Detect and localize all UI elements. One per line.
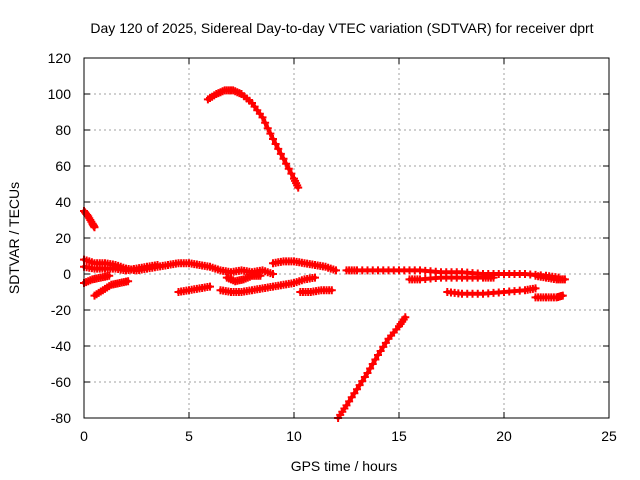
y-tick-label: 60 <box>55 158 71 174</box>
data-point <box>311 273 319 282</box>
data-point <box>284 164 293 173</box>
data-point <box>374 351 382 359</box>
data-point <box>381 338 390 347</box>
data-point <box>258 113 267 122</box>
x-tick-label: 20 <box>496 428 512 444</box>
data-point <box>363 369 372 377</box>
data-point <box>376 346 385 355</box>
data-point <box>282 159 291 168</box>
data-point <box>274 144 283 153</box>
x-tick-label: 25 <box>601 428 617 444</box>
y-tick-label: 20 <box>55 230 71 246</box>
x-tick-label: 5 <box>185 428 193 444</box>
data-point <box>263 124 272 133</box>
data-point <box>206 282 214 291</box>
data-point <box>371 355 380 364</box>
y-tick-labels: -80 -60 -40 -20 0 20 40 60 80 100 120 <box>48 50 72 426</box>
data-point <box>276 149 285 158</box>
x-tick-label: 10 <box>286 428 302 444</box>
y-tick-label: 100 <box>48 86 72 102</box>
y-tick-label: -40 <box>51 338 71 354</box>
data-point <box>347 393 356 402</box>
y-axis-label: SDTVAR / TECUs <box>6 182 22 294</box>
chart-title: Day 120 of 2025, Sidereal Day-to-day VTE… <box>90 20 593 36</box>
data-point <box>124 277 133 286</box>
data-point <box>368 360 377 368</box>
data-point <box>401 313 410 322</box>
data-point <box>269 135 277 143</box>
grid-lines <box>84 58 609 418</box>
data-point <box>489 273 498 282</box>
data-point <box>366 364 375 373</box>
y-tick-label: -80 <box>51 410 71 426</box>
x-axis-label: GPS time / hours <box>291 458 398 474</box>
data-point <box>353 385 361 394</box>
y-tick-label: 120 <box>48 50 72 66</box>
data-point <box>261 118 270 127</box>
data-point <box>360 373 369 382</box>
data-point <box>105 271 114 280</box>
data-point <box>256 271 265 280</box>
data-point <box>269 270 277 278</box>
data-point <box>358 377 367 386</box>
data-series <box>80 86 569 422</box>
data-point <box>90 223 99 232</box>
data-point <box>332 266 340 275</box>
data-point <box>560 275 569 284</box>
y-tick-label: 80 <box>55 122 71 138</box>
data-point <box>531 284 540 293</box>
data-point <box>350 389 359 398</box>
x-tick-label: 0 <box>80 428 88 444</box>
y-tick-label: 40 <box>55 194 71 210</box>
data-point <box>327 286 336 295</box>
data-point <box>355 381 364 390</box>
data-point <box>266 129 275 138</box>
plot-frame <box>83 57 610 419</box>
y-tick-label: -20 <box>51 302 71 318</box>
data-point <box>153 261 162 269</box>
data-point <box>279 154 288 163</box>
data-point <box>342 401 351 410</box>
data-point <box>294 183 303 192</box>
x-tick-label: 15 <box>391 428 407 444</box>
x-tick-labels: 0 5 10 15 20 25 <box>80 428 617 444</box>
data-point <box>379 342 388 351</box>
data-point <box>271 139 280 148</box>
data-point <box>287 169 296 178</box>
y-tick-label: -60 <box>51 374 71 390</box>
data-point <box>345 397 354 406</box>
data-point <box>558 291 567 300</box>
y-tick-label: 0 <box>63 266 71 282</box>
